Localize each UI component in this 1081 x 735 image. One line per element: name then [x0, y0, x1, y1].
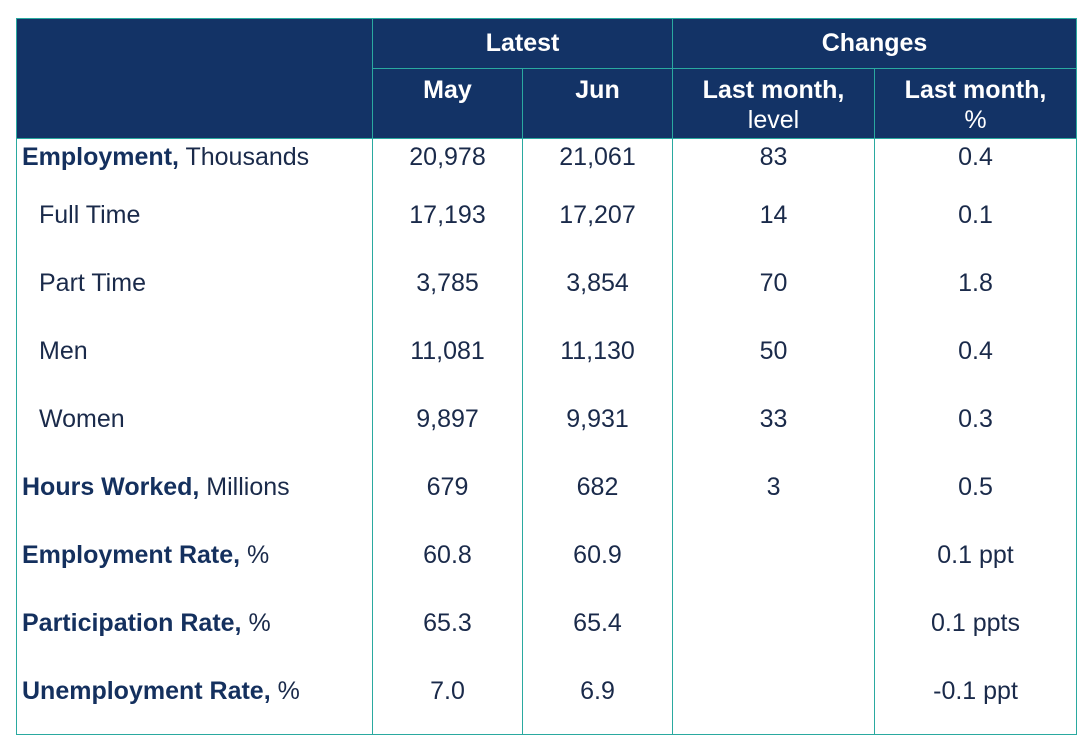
row-label: Full Time	[16, 190, 373, 259]
table-row: Unemployment Rate, % 7.0 6.9 -0.1 ppt	[16, 666, 1078, 735]
cell-change-level: 14	[672, 190, 876, 259]
row-label-unit: Millions	[199, 472, 290, 501]
cell-change-pct: -0.1 ppt	[874, 666, 1078, 735]
header-last-month-pct-line2: %	[964, 106, 987, 134]
cell-may: 11,081	[372, 326, 523, 395]
cell-change-level: 70	[672, 258, 876, 327]
cell-change-level	[672, 598, 876, 667]
table-row: Employment Rate, % 60.8 60.9 0.1 ppt	[16, 530, 1078, 599]
cell-jun: 17,207	[521, 190, 674, 259]
cell-may: 60.8	[372, 530, 523, 599]
cell-may: 679	[372, 462, 523, 531]
header-last-month-pct-line1: Last month,	[904, 76, 1047, 104]
cell-change-level	[672, 666, 876, 735]
cell-change-pct: 1.8	[874, 258, 1078, 327]
table-row: Men 11,081 11,130 50 0.4	[16, 326, 1078, 395]
header-corner	[16, 18, 373, 139]
cell-may: 65.3	[372, 598, 523, 667]
cell-change-pct: 0.5	[874, 462, 1078, 531]
cell-jun: 21,061	[521, 138, 674, 191]
row-label-unit: %	[240, 540, 270, 569]
header-jun: Jun	[521, 68, 674, 139]
cell-jun: 11,130	[521, 326, 674, 395]
row-label-bold: Unemployment Rate,	[22, 676, 271, 705]
cell-jun: 60.9	[521, 530, 674, 599]
cell-change-pct: 0.4	[874, 326, 1078, 395]
cell-change-level: 3	[672, 462, 876, 531]
row-label: Men	[16, 326, 373, 395]
header-row-columns: May Jun Last month, level Last month, %	[17, 68, 1078, 139]
header-last-month-level: Last month, level	[672, 68, 876, 139]
header-last-month-level-line1: Last month,	[702, 76, 845, 104]
cell-change-pct: 0.4	[874, 138, 1078, 191]
row-label-bold: Employment,	[22, 143, 179, 171]
cell-change-pct: 0.3	[874, 394, 1078, 463]
row-label: Employment Rate, %	[16, 530, 373, 599]
row-label: Women	[16, 394, 373, 463]
cell-jun: 9,931	[521, 394, 674, 463]
cell-may: 9,897	[372, 394, 523, 463]
row-label-bold: Participation Rate,	[22, 608, 242, 637]
header-last-month-level-line2: level	[747, 106, 800, 134]
table-row: Part Time 3,785 3,854 70 1.8	[16, 258, 1078, 327]
table-row: Full Time 17,193 17,207 14 0.1	[16, 190, 1078, 259]
header-last-month-pct: Last month, %	[874, 68, 1078, 139]
cell-change-level: 83	[672, 138, 876, 191]
header-changes: Changes	[672, 18, 1078, 69]
cell-jun: 65.4	[521, 598, 674, 667]
header-may: May	[372, 68, 523, 139]
cell-change-level: 50	[672, 326, 876, 395]
table-row: Participation Rate, % 65.3 65.4 0.1 ppts	[16, 598, 1078, 667]
header-row-groups: Latest Changes	[16, 18, 1078, 139]
row-label: Employment, Thousands	[16, 138, 373, 191]
cell-change-level: 33	[672, 394, 876, 463]
cell-change-pct: 0.1 ppt	[874, 530, 1078, 599]
row-label-unit: Thousands	[178, 143, 310, 171]
cell-change-pct: 0.1	[874, 190, 1078, 259]
header-latest: Latest	[371, 18, 674, 69]
table-row: Women 9,897 9,931 33 0.3	[16, 394, 1078, 463]
row-label-bold: Employment Rate,	[22, 540, 241, 569]
cell-jun: 6.9	[521, 666, 674, 735]
cell-jun: 682	[521, 462, 674, 531]
row-label-unit: %	[241, 608, 271, 637]
row-label: Participation Rate, %	[16, 598, 373, 667]
row-label: Part Time	[16, 258, 373, 327]
cell-jun: 3,854	[521, 258, 674, 327]
cell-change-level	[672, 530, 876, 599]
cell-change-pct: 0.1 ppts	[874, 598, 1078, 667]
cell-may: 17,193	[372, 190, 523, 259]
cell-may: 20,978	[372, 138, 523, 191]
row-label-bold: Hours Worked,	[22, 472, 200, 501]
row-label-unit: %	[270, 676, 300, 705]
cell-may: 7.0	[372, 666, 523, 735]
table-row: Employment, Thousands 20,978 21,061 83 0…	[16, 138, 1078, 191]
row-label: Hours Worked, Millions	[16, 462, 373, 531]
labour-force-table: Latest Changes May Jun Last month, level…	[16, 18, 1078, 735]
cell-may: 3,785	[372, 258, 523, 327]
table-row: Hours Worked, Millions 679 682 3 0.5	[16, 462, 1078, 531]
row-label: Unemployment Rate, %	[16, 666, 373, 735]
